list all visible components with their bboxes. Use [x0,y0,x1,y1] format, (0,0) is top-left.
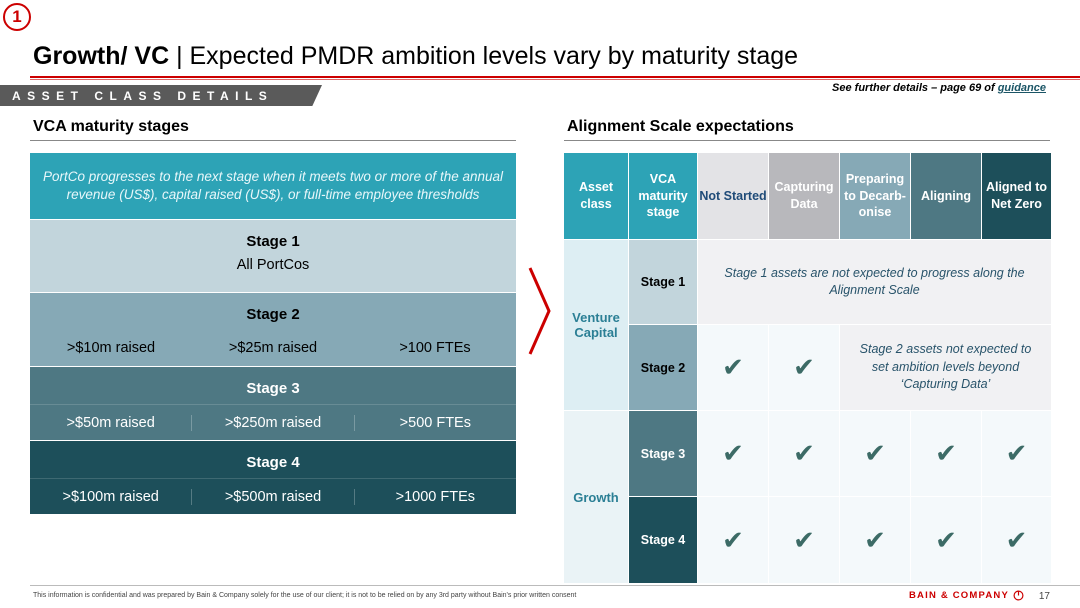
title-rest: | Expected PMDR ambition levels vary by … [169,42,799,70]
left-heading-rule [30,140,516,141]
check-icon: ✔ [769,325,839,410]
title-divider [30,76,1080,78]
stage-1-cell: All PortCos [236,257,310,273]
stage-2-note: Stage 2 assets not expected to set ambit… [840,325,1051,410]
stage-4-ftes: >1000 FTEs [353,488,516,505]
header-aligned-net-zero: Aligned to Net Zero [982,153,1051,239]
check-icon: ✔ [982,497,1051,583]
title-bold-part-2: / VC [120,42,170,70]
stage-3-block: Stage 3 >$50m raised >$250m raised >500 … [30,366,516,440]
stage-2-capital-1: >$10m raised [66,340,156,356]
section-number-badge: 1 [3,3,31,31]
brand-mark-icon [1013,590,1024,601]
check-icon: ✔ [840,497,910,583]
see-further-text: See further details – page 69 of [832,82,998,94]
stage-1-block: Stage 1 All PortCos [30,219,516,292]
asset-class-venture-capital: Venture Capital [564,240,628,410]
stage-3-criteria: >$50m raised >$250m raised >500 FTEs [30,404,516,440]
footer-divider [30,585,1080,586]
check-icon: ✔ [840,411,910,496]
maturity-stages-table: PortCo progresses to the next stage when… [30,153,516,514]
check-icon: ✔ [982,411,1051,496]
row-stage-2: Stage 2 [629,325,697,410]
header-preparing-to-decarbonise: Preparing to Decarb-onise [840,153,910,239]
stage-3-ftes: >500 FTEs [353,414,516,431]
brand-logo: BAIN & COMPANY [909,590,1024,601]
check-icon: ✔ [769,497,839,583]
stage-4-block: Stage 4 >$100m raised >$500m raised >100… [30,440,516,514]
left-section-heading: VCA maturity stages [33,118,189,135]
stage-3-capital-1: >$50m raised [66,414,155,431]
page-title: Growth/ VC | Expected PMDR ambition leve… [33,42,798,71]
section-tag: ASSET CLASS DETAILS [0,85,322,106]
stage-3-capital-2: >$250m raised [191,414,353,431]
stage-1-note: Stage 1 assets are not expected to progr… [698,240,1051,324]
check-icon: ✔ [698,325,768,410]
page-number: 17 [1038,591,1050,602]
stage-2-criteria: >$10m raised >$25m raised >100 FTEs [30,330,516,366]
asset-class-growth: Growth [564,411,628,583]
right-section-heading: Alignment Scale expectations [567,118,794,135]
stage-2-ftes: >100 FTEs [399,340,471,356]
stage-1-criteria: All PortCos [30,257,516,287]
title-bold-part: Growth [33,42,121,70]
check-icon: ✔ [911,411,981,496]
stage-4-name: Stage 4 [246,454,300,471]
stage-3-name: Stage 3 [246,380,300,397]
header-aligning: Aligning [911,153,981,239]
check-icon: ✔ [769,411,839,496]
stage-2-block: Stage 2 >$10m raised >$25m raised >100 F… [30,292,516,366]
stage-4-criteria: >$100m raised >$500m raised >1000 FTEs [30,478,516,514]
alignment-scale-grid: Asset class VCA maturity stage Not Start… [564,153,1051,583]
header-not-started: Not Started [698,153,768,239]
brand-name: BAIN & COMPANY [908,590,1009,601]
confidentiality-disclaimer: This information is confidential and was… [33,592,577,599]
see-further-note: See further details – page 69 of guidanc… [832,82,1046,94]
chevron-right-icon [528,267,551,355]
stage-4-capital-1: >$100m raised [62,488,159,505]
title-divider-thin [30,79,1080,80]
stage-1-name: Stage 1 [246,233,300,250]
right-heading-rule [564,140,1050,141]
header-vca-stage: VCA maturity stage [629,153,697,239]
check-icon: ✔ [698,411,768,496]
guidance-link[interactable]: guidance [997,82,1046,94]
row-stage-3: Stage 3 [629,411,697,496]
check-icon: ✔ [911,497,981,583]
row-stage-4: Stage 4 [629,497,697,583]
row-stage-1: Stage 1 [629,240,697,324]
stage-2-name: Stage 2 [246,306,300,323]
header-asset-class: Asset class [564,153,628,239]
stage-progression-intro: PortCo progresses to the next stage when… [30,153,516,219]
check-icon: ✔ [698,497,768,583]
stage-4-capital-2: >$500m raised [191,488,353,505]
stage-2-capital-2: >$25m raised [228,340,318,356]
header-capturing-data: Capturing Data [769,153,839,239]
